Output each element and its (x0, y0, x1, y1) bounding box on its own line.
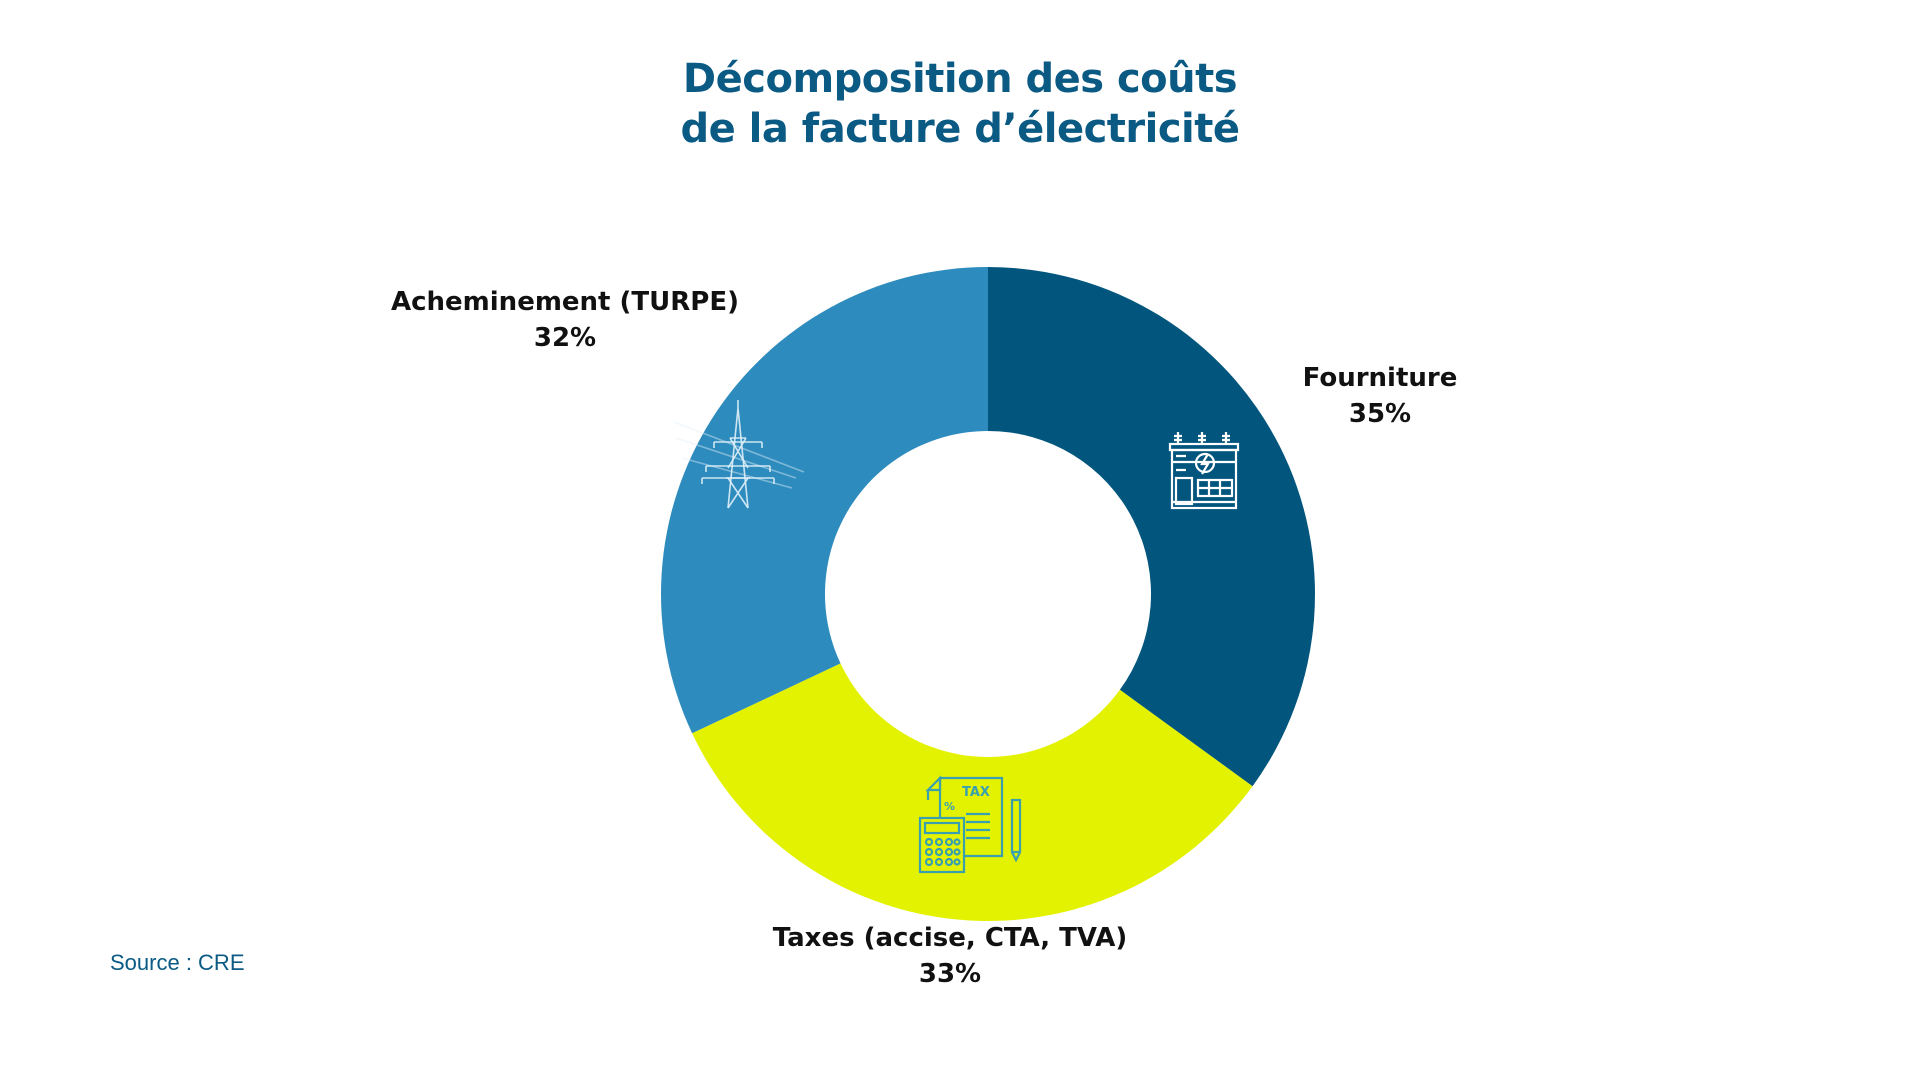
slice-value-fourniture: 35% (1348, 399, 1412, 429)
slice-label-acheminement: Acheminement (TURPE) 32% (365, 284, 765, 356)
donut-slice-acheminement (661, 267, 988, 734)
donut-slice-taxes (692, 663, 1253, 921)
slice-category-acheminement: Acheminement (TURPE) (391, 287, 739, 317)
svg-text:%: % (944, 800, 955, 813)
power-pylon-icon (673, 400, 805, 509)
slice-label-taxes: Taxes (accise, CTA, TVA) 33% (750, 920, 1150, 992)
donut-slice-fourniture (988, 267, 1315, 787)
electrical-substation-icon (1168, 432, 1240, 510)
chart-title-line-1: Décomposition des coûts (682, 56, 1238, 102)
donut-slices (661, 267, 1315, 921)
chart-title-line-2: de la facture d’électricité (680, 106, 1240, 152)
source-note: Source : CRE (110, 950, 245, 975)
slice-value-taxes: 33% (918, 959, 982, 989)
tax-calculator-icon: TAX % (918, 775, 1022, 874)
svg-text:TAX: TAX (962, 785, 990, 800)
slice-label-fourniture: Fourniture 35% (1180, 360, 1580, 432)
chart-title: Décomposition des coûts de la facture d’… (0, 54, 1920, 154)
slice-category-fourniture: Fourniture (1302, 363, 1458, 393)
slice-category-taxes: Taxes (accise, CTA, TVA) (772, 923, 1128, 953)
slice-value-acheminement: 32% (533, 323, 597, 353)
